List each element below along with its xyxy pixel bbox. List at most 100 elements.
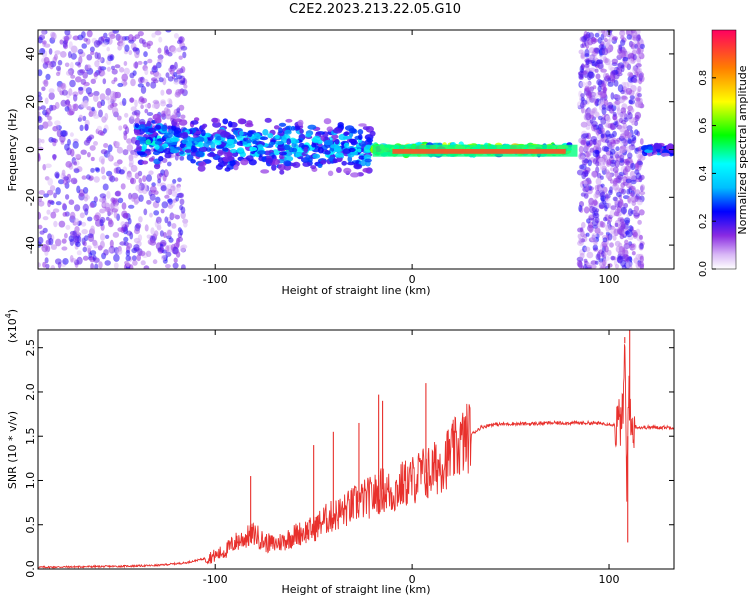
heatmap-cell — [87, 152, 91, 158]
heatmap-cell — [129, 264, 134, 269]
heatmap-cell — [73, 218, 80, 226]
snr-scale-close: ) — [6, 309, 19, 313]
heatmap-cell — [75, 241, 81, 247]
heatmap-cell — [165, 187, 170, 196]
heatmap-cell — [50, 211, 57, 219]
heatmap-cell — [61, 238, 67, 244]
heatmap-cell — [218, 151, 227, 155]
heatmap-cell — [237, 118, 246, 125]
heatmap-cell — [227, 156, 235, 161]
heatmap-cell — [619, 30, 626, 37]
heatmap-cell — [578, 145, 584, 154]
heatmap-cell — [156, 61, 162, 69]
heatmap-cell — [599, 55, 605, 60]
heatmap-cell — [578, 204, 583, 212]
heatmap-cell — [634, 97, 641, 102]
heatmap-cell — [45, 107, 51, 115]
heatmap-cell — [639, 255, 644, 263]
heatmap-cell — [186, 137, 193, 143]
heatmap-cell — [109, 175, 116, 183]
heatmap-cell — [124, 126, 130, 135]
heatmap-cell — [140, 85, 147, 94]
heatmap-cell — [157, 47, 162, 54]
heatmap-cell — [362, 126, 370, 131]
heatmap-cell — [635, 63, 642, 68]
heatmap-cell — [369, 130, 376, 137]
heatmap-cell — [123, 61, 128, 66]
heatmap-cell — [577, 261, 583, 269]
heatmap-cell — [103, 143, 109, 148]
y-tick-label: 1.5 — [24, 427, 37, 445]
heatmap-cell — [91, 106, 95, 112]
heatmap-cell — [592, 85, 597, 90]
heatmap-cell — [89, 145, 96, 151]
colorbar-gradient — [711, 29, 737, 270]
heatmap-cell — [630, 243, 635, 248]
heatmap-cell — [620, 206, 628, 215]
heatmap-cell — [584, 48, 590, 57]
heatmap-cell — [105, 88, 112, 96]
heatmap-cell — [73, 94, 78, 102]
heatmap-cell — [609, 186, 613, 194]
heatmap-cell — [41, 139, 45, 144]
heatmap-cell — [279, 151, 287, 156]
heatmap-cell — [149, 212, 153, 218]
heatmap-cell — [137, 83, 144, 88]
heatmap-cell — [620, 65, 625, 73]
heatmap-cell — [106, 66, 111, 72]
heatmap-cell — [108, 248, 113, 253]
heatmap-cell — [227, 120, 233, 128]
heatmap-cell — [203, 137, 208, 143]
heatmap-cell — [259, 136, 269, 141]
heatmap-cell — [132, 47, 139, 52]
heatmap-cell — [177, 192, 185, 199]
heatmap-cell — [590, 260, 597, 265]
heatmap-cell — [69, 211, 76, 220]
heatmap-cell — [178, 104, 185, 111]
heatmap-cell — [45, 163, 52, 169]
heatmap-cell — [587, 159, 592, 167]
heatmap-cell — [310, 165, 317, 170]
heatmap-cell — [136, 254, 141, 262]
heatmap-cell — [81, 175, 87, 180]
heatmap-cell — [639, 138, 644, 145]
heatmap-cell — [180, 211, 186, 220]
svg-text:(x104): (x104) — [4, 309, 19, 343]
heatmap-cell — [609, 179, 614, 184]
heatmap-cell — [83, 85, 87, 92]
heatmap-cell — [605, 173, 613, 179]
heatmap-cell — [606, 202, 612, 209]
heatmap-cell — [104, 36, 111, 43]
heatmap-cell — [109, 239, 114, 248]
heatmap-cell — [38, 95, 43, 102]
colorbar-tick-label: 0.8 — [698, 70, 709, 86]
heatmap-cell — [131, 111, 138, 116]
heatmap-cell — [56, 65, 61, 72]
heatmap-cell — [207, 152, 217, 158]
heatmap-cell — [83, 37, 88, 42]
heatmap-cell — [108, 218, 113, 225]
heatmap-cell — [607, 233, 613, 241]
heatmap-cell — [350, 172, 360, 178]
heatmap-cell — [600, 175, 604, 180]
heatmap-cell — [332, 127, 343, 134]
heatmap-cell — [144, 103, 151, 108]
heatmap-cell — [599, 266, 606, 269]
x-tick-label: 100 — [599, 273, 620, 286]
heatmap-cell — [134, 129, 140, 136]
heatmap-cell — [631, 135, 637, 141]
heatmap-cell — [74, 153, 82, 159]
heatmap-cell — [631, 251, 636, 256]
heatmap-cell — [133, 61, 139, 69]
heatmap-cell — [82, 246, 88, 253]
heatmap-cell — [598, 115, 603, 121]
heatmap-cell — [233, 130, 238, 135]
heatmap-cell — [122, 81, 128, 86]
heatmap-cell — [619, 154, 625, 161]
heatmap-cell — [93, 114, 100, 119]
heatmap-cell — [167, 204, 173, 209]
heatmap-cell — [619, 233, 625, 240]
heatmap-cell — [177, 177, 182, 183]
heatmap-cell — [639, 43, 645, 50]
heatmap-cell — [578, 70, 584, 77]
